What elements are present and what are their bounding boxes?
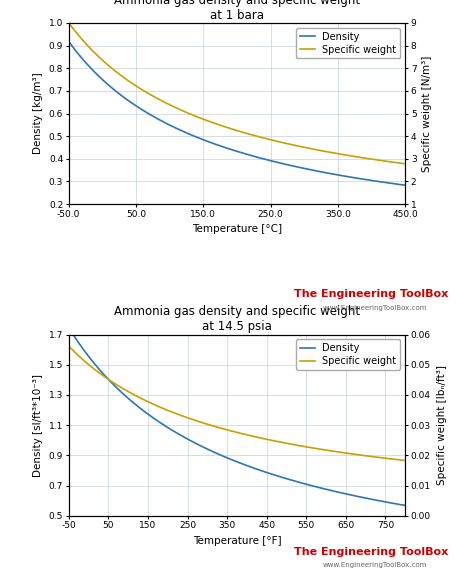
Legend: Density, Specific weight: Density, Specific weight xyxy=(296,339,401,370)
Text: The Engineering ToolBox: The Engineering ToolBox xyxy=(294,547,448,557)
X-axis label: Temperature [°F]: Temperature [°F] xyxy=(193,536,281,546)
Legend: Density, Specific weight: Density, Specific weight xyxy=(296,28,401,58)
Title: Ammonia gas density and specific weight
at 1 bara: Ammonia gas density and specific weight … xyxy=(114,0,360,22)
Y-axis label: Specific weight [lbₙ/ft³]: Specific weight [lbₙ/ft³] xyxy=(437,365,447,485)
Text: The Engineering ToolBox: The Engineering ToolBox xyxy=(294,289,448,299)
X-axis label: Temperature [°C]: Temperature [°C] xyxy=(192,224,282,234)
Y-axis label: Specific weight [N/m³]: Specific weight [N/m³] xyxy=(422,56,432,172)
Title: Ammonia gas density and specific weight
at 14.5 psia: Ammonia gas density and specific weight … xyxy=(114,305,360,333)
Y-axis label: Density [sl/ft³*10⁻³]: Density [sl/ft³*10⁻³] xyxy=(33,374,43,477)
Text: www.EngineeringToolBox.com: www.EngineeringToolBox.com xyxy=(322,562,427,567)
Text: www.EngineeringToolBox.com: www.EngineeringToolBox.com xyxy=(322,305,427,311)
Y-axis label: Density [kg/m³]: Density [kg/m³] xyxy=(33,73,43,154)
